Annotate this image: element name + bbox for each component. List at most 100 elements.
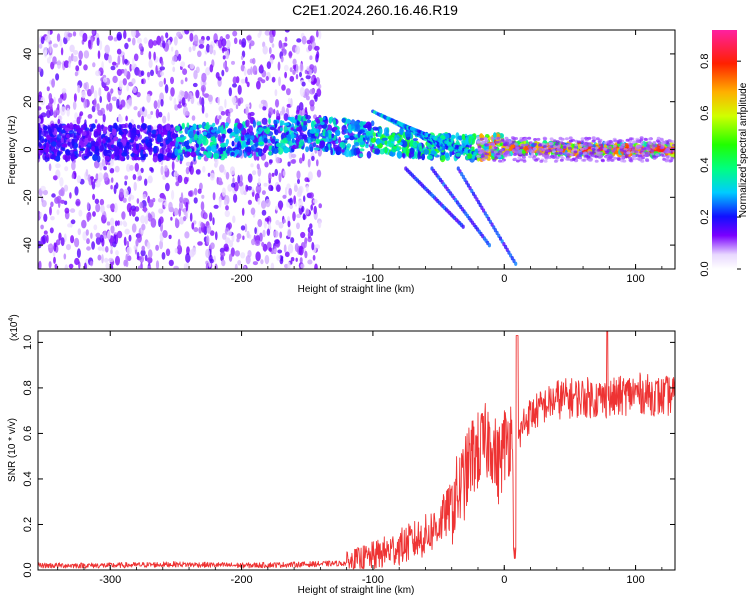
- spectrogram-noise-blob: [43, 213, 48, 222]
- spectrogram-band-blob: [46, 142, 49, 150]
- spectrogram-noise-blob: [264, 217, 270, 222]
- spectrogram-band-blob: [263, 137, 268, 143]
- spectrogram-noise-blob: [63, 233, 67, 242]
- spectrogram-noise-blob: [141, 245, 145, 252]
- spectrogram-noise-blob: [137, 265, 142, 269]
- spectrogram-noise-blob: [240, 55, 244, 60]
- spectrogram-halo-blob: [554, 152, 559, 155]
- spectrogram-noise-blob: [187, 93, 191, 102]
- spectrogram-noise-blob: [85, 169, 89, 177]
- spectrogram-halo-blob: [647, 137, 652, 141]
- spectrogram-noise-blob: [189, 249, 195, 258]
- spectrogram-band-blob: [206, 132, 211, 139]
- spectrogram-noise-blob: [276, 184, 281, 192]
- spectrogram-noise-blob: [282, 194, 287, 199]
- y-tick-label: 0.6: [22, 426, 34, 441]
- spectrogram-halo-blob: [530, 152, 535, 156]
- spectrogram-noise-blob: [114, 220, 118, 227]
- spectrogram-halo-blob: [479, 137, 484, 141]
- spectrogram-noise-blob: [200, 221, 204, 228]
- spectrogram-noise-blob: [316, 169, 322, 178]
- spectrogram-band-blob: [167, 130, 171, 139]
- spectrogram-noise-blob: [74, 257, 80, 266]
- spectrogram-noise-blob: [186, 246, 190, 256]
- spectrogram-band-blob: [423, 149, 430, 155]
- spectrogram-band-blob: [389, 151, 394, 157]
- spectrogram-noise-blob: [236, 233, 242, 240]
- spectrogram-band-blob: [359, 129, 365, 133]
- spectrogram-halo-blob: [643, 137, 648, 141]
- spectrogram-noise-blob: [262, 45, 268, 55]
- spectrogram-noise-blob: [78, 59, 82, 66]
- spectrogram-noise-blob: [289, 67, 293, 73]
- spectrogram-band-blob: [203, 150, 207, 155]
- spectrogram-band-blob: [384, 127, 389, 135]
- spectrogram-noise-blob: [133, 181, 137, 191]
- spectrogram-noise-blob: [155, 108, 160, 119]
- spectrogram-noise-blob: [131, 223, 137, 233]
- spectrogram-halo-blob: [569, 158, 574, 162]
- spectrogram-noise-blob: [246, 186, 253, 191]
- spectrogram-noise-blob: [74, 112, 78, 120]
- spectrogram-band-blob: [279, 120, 283, 127]
- spectrogram-noise-blob: [56, 195, 62, 204]
- spectrogram-noise-blob: [222, 55, 226, 60]
- spectrogram-noise-blob: [304, 106, 308, 114]
- spectrogram-band-blob: [70, 156, 77, 160]
- spectrogram-noise-blob: [262, 106, 267, 111]
- spectrogram-band-blob: [51, 141, 57, 147]
- spectrogram-noise-blob: [158, 111, 163, 118]
- spectrogram-band-blob: [291, 145, 298, 150]
- spectrogram-noise-blob: [72, 101, 77, 110]
- spectrogram-halo-blob: [522, 159, 527, 163]
- spectrogram-noise-blob: [205, 67, 211, 76]
- spectrogram-noise-blob: [90, 175, 94, 186]
- spectrogram-band-blob: [258, 149, 262, 157]
- spectrogram-halo-blob: [580, 139, 585, 143]
- spectrogram-noise-blob: [215, 231, 218, 241]
- spectrogram-noise-blob: [198, 39, 205, 45]
- spectrogram-noise-blob: [309, 55, 313, 60]
- spectrogram-band-blob: [116, 141, 123, 148]
- spectrogram-noise-blob: [58, 97, 63, 104]
- spectrogram-noise-blob: [110, 65, 116, 71]
- spectrogram-noise-blob: [296, 170, 301, 180]
- spectrogram-noise-blob: [279, 204, 283, 211]
- spectrogram-noise-blob: [171, 189, 175, 200]
- spectrogram-noise-blob: [248, 102, 252, 110]
- spectrogram-noise-blob: [223, 243, 229, 252]
- spectrogram-noise-blob: [268, 47, 272, 55]
- spectrogram-halo-blob: [550, 154, 554, 158]
- spectrogram-noise-blob: [180, 61, 186, 68]
- spectrogram-noise-blob: [89, 260, 94, 267]
- spectrogram-noise-blob: [250, 207, 256, 215]
- spectrogram-noise-blob: [138, 43, 143, 50]
- spectrogram-noise-blob: [295, 74, 299, 80]
- spectrogram-halo-blob: [559, 155, 564, 159]
- spectrogram-noise-blob: [185, 161, 191, 167]
- spectrogram-noise-blob: [68, 61, 71, 69]
- spectrogram-halo-blob: [538, 152, 543, 156]
- spectrogram-band-blob: [273, 119, 277, 125]
- spectrogram-noise-blob: [228, 87, 232, 97]
- spectrogram-noise-blob: [140, 249, 146, 257]
- spectrogram-noise-blob: [292, 58, 297, 66]
- spectrogram-noise-blob: [64, 166, 69, 172]
- spectrogram-band-blob: [156, 133, 162, 142]
- spectrogram-noise-blob: [86, 246, 91, 251]
- spectrogram-noise-blob: [305, 75, 311, 80]
- spectrogram-noise-blob: [207, 94, 213, 103]
- spectrogram-band-blob: [60, 129, 66, 134]
- spectrogram-noise-blob: [110, 249, 113, 255]
- x-tick-label: -200: [231, 574, 253, 586]
- spectrogram-noise-blob: [66, 244, 71, 251]
- spectrogram-noise-blob: [72, 31, 77, 37]
- spectrogram-noise-blob: [161, 252, 166, 260]
- spectrogram-band-blob: [328, 117, 333, 124]
- spectrogram-band-blob: [174, 148, 179, 156]
- spectrogram-noise-blob: [271, 43, 275, 48]
- spectrogram-noise-blob: [147, 249, 153, 259]
- spectrogram-band-blob: [283, 125, 288, 134]
- spectrogram-band-blob: [151, 129, 157, 135]
- spectrogram-noise-blob: [256, 80, 261, 90]
